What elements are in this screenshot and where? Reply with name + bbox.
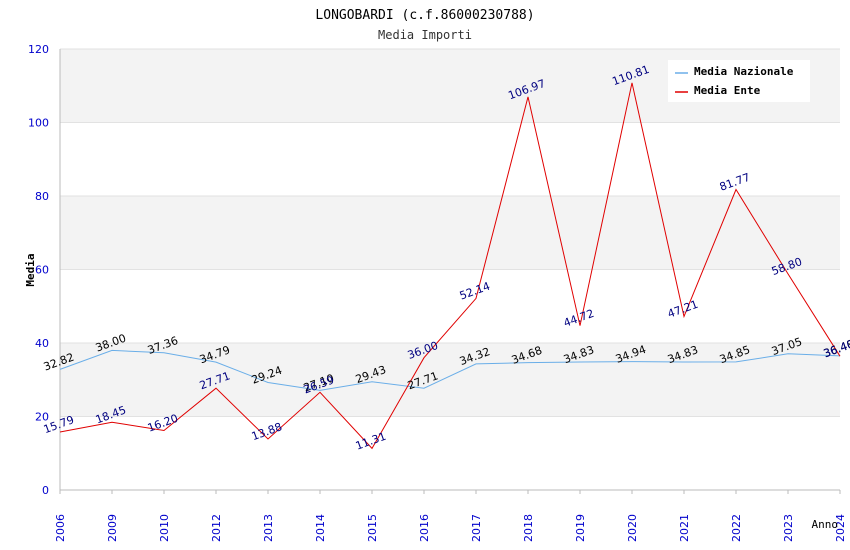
series-line-ente: [59, 82, 841, 450]
y-axis-label: Media: [24, 253, 37, 286]
grid-band: [60, 343, 840, 417]
grid-band: [60, 269, 840, 343]
x-tick-label: 2012: [210, 514, 223, 542]
axes: 0 20 40 60 80 100 120 2006 2009 2010 2012 2013 2014 2…: [28, 43, 847, 542]
chart-subtitle: Media Importi: [378, 28, 472, 42]
y-tick-label: 20: [35, 411, 49, 424]
legend: Media Nazionale Media Ente: [668, 60, 810, 102]
x-tick-label: 2016: [418, 514, 431, 542]
x-axis-label: Anno: [812, 518, 839, 531]
x-tick-label: 2022: [730, 514, 743, 542]
x-tick-label: 2021: [678, 514, 691, 542]
y-tick-label: 100: [28, 117, 49, 130]
x-tick-label: 2009: [106, 514, 119, 542]
grid-band: [60, 122, 840, 196]
grid-band: [60, 416, 840, 490]
x-tick-label: 2024: [834, 514, 847, 542]
y-tick-label: 0: [42, 484, 49, 497]
legend-box: [668, 60, 810, 102]
legend-label-nazionale: Media Nazionale: [694, 65, 794, 78]
chart-title: LONGOBARDI (c.f.86000230788): [315, 8, 534, 23]
x-tick-label: 2006: [54, 514, 67, 542]
x-tick-label: 2015: [366, 514, 379, 542]
grid-band: [60, 196, 840, 270]
y-tick-label: 80: [35, 190, 49, 203]
x-tick-label: 2018: [522, 514, 535, 542]
series-line-nazionale: [59, 349, 841, 391]
x-tick-label: 2017: [470, 514, 483, 542]
legend-label-ente: Media Ente: [694, 84, 761, 97]
y-tick-label: 40: [35, 337, 49, 350]
series-lines: [59, 82, 841, 450]
y-tick-label: 60: [35, 264, 49, 277]
y-tick-label: 120: [28, 43, 49, 56]
x-tick-label: 2014: [314, 514, 327, 542]
x-tick-label: 2010: [158, 514, 171, 542]
x-tick-label: 2023: [782, 514, 795, 542]
x-tick-label: 2013: [262, 514, 275, 542]
x-tick-label: 2019: [574, 514, 587, 542]
x-tick-label: 2020: [626, 514, 639, 542]
